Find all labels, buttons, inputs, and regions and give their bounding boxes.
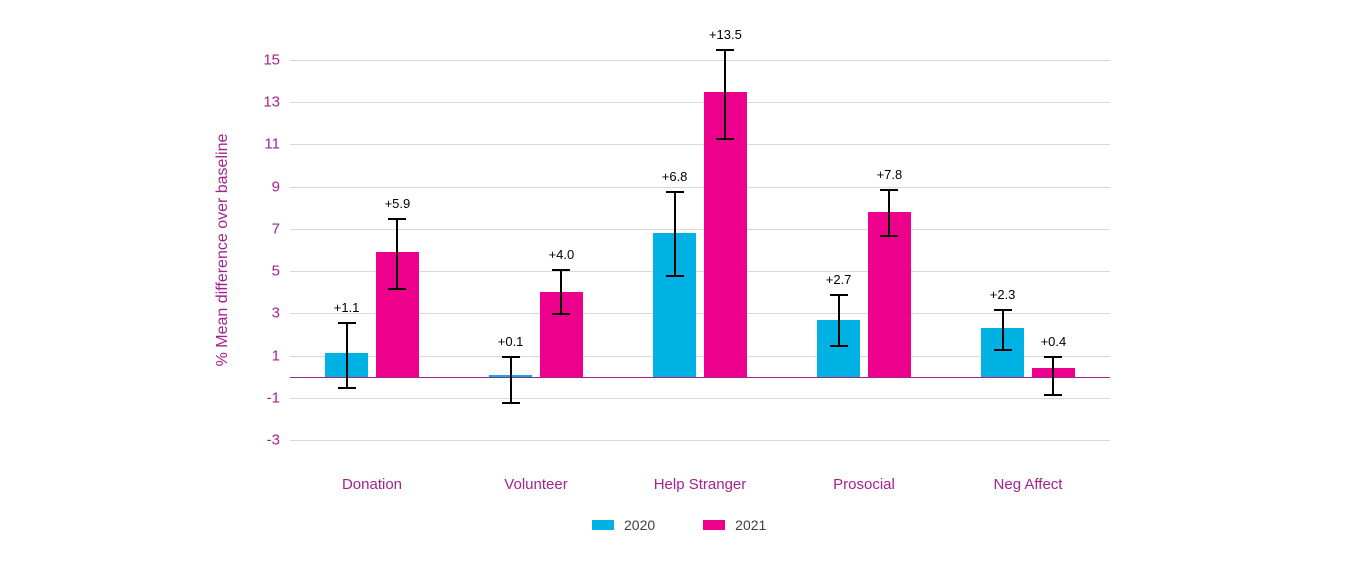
error-cap	[880, 189, 898, 191]
error-cap	[338, 387, 356, 389]
y-tick-label: -3	[267, 432, 290, 449]
error-cap	[994, 349, 1012, 351]
baseline	[290, 377, 1110, 379]
bar-value-label: +6.8	[662, 169, 688, 184]
legend-swatch	[703, 520, 725, 530]
error-bar	[1002, 309, 1004, 351]
x-tick-label: Volunteer	[504, 440, 567, 493]
error-cap	[388, 288, 406, 290]
x-tick-label: Prosocial	[833, 440, 895, 493]
gridline	[290, 144, 1110, 145]
chart-stage: -3-113579111315Donation+1.1+5.9Volunteer…	[0, 0, 1350, 567]
bar-value-label: +0.4	[1041, 334, 1067, 349]
x-tick-label: Help Stranger	[654, 440, 747, 493]
bar-value-label: +2.3	[990, 287, 1016, 302]
legend-item: 2020	[592, 517, 655, 533]
bar-value-label: +1.1	[334, 300, 360, 315]
plot-area: -3-113579111315Donation+1.1+5.9Volunteer…	[290, 60, 1110, 440]
error-cap	[1044, 356, 1062, 358]
bar-value-label: +5.9	[385, 196, 411, 211]
error-cap	[1044, 394, 1062, 396]
error-cap	[880, 235, 898, 237]
error-cap	[552, 313, 570, 315]
y-tick-label: 11	[264, 136, 290, 153]
y-tick-label: 9	[272, 178, 290, 195]
error-cap	[552, 269, 570, 271]
y-tick-label: 3	[272, 305, 290, 322]
error-cap	[502, 356, 520, 358]
gridline	[290, 102, 1110, 103]
y-tick-label: -1	[267, 389, 290, 406]
y-axis-label: % Mean difference over baseline	[214, 134, 232, 367]
gridline	[290, 398, 1110, 399]
bar-value-label: +0.1	[498, 334, 524, 349]
error-bar	[888, 189, 890, 238]
legend-item: 2021	[703, 517, 766, 533]
error-cap	[830, 294, 848, 296]
error-bar	[674, 191, 676, 278]
bar-value-label: +4.0	[549, 247, 575, 262]
legend: 2020 2021	[592, 517, 766, 533]
error-bar	[510, 356, 512, 405]
error-bar	[560, 269, 562, 315]
error-cap	[338, 322, 356, 324]
error-bar	[724, 49, 726, 140]
y-tick-label: 15	[263, 52, 290, 69]
y-tick-label: 13	[263, 94, 290, 111]
x-tick-label: Neg Affect	[994, 440, 1063, 493]
error-cap	[716, 138, 734, 140]
error-cap	[502, 402, 520, 404]
bar-value-label: +7.8	[877, 167, 903, 182]
legend-label: 2021	[735, 517, 766, 533]
error-cap	[830, 345, 848, 347]
y-tick-label: 7	[272, 220, 290, 237]
gridline	[290, 60, 1110, 61]
error-cap	[388, 218, 406, 220]
error-cap	[716, 49, 734, 51]
error-bar	[346, 322, 348, 390]
error-bar	[1052, 356, 1054, 396]
error-bar	[838, 294, 840, 347]
error-bar	[396, 218, 398, 290]
error-cap	[994, 309, 1012, 311]
bar-value-label: +2.7	[826, 272, 852, 287]
y-tick-label: 1	[272, 347, 290, 364]
error-cap	[666, 191, 684, 193]
gridline	[290, 229, 1110, 230]
bar-value-label: +13.5	[709, 27, 742, 42]
legend-label: 2020	[624, 517, 655, 533]
gridline	[290, 187, 1110, 188]
error-cap	[666, 275, 684, 277]
y-tick-label: 5	[272, 263, 290, 280]
x-tick-label: Donation	[342, 440, 402, 493]
legend-swatch	[592, 520, 614, 530]
